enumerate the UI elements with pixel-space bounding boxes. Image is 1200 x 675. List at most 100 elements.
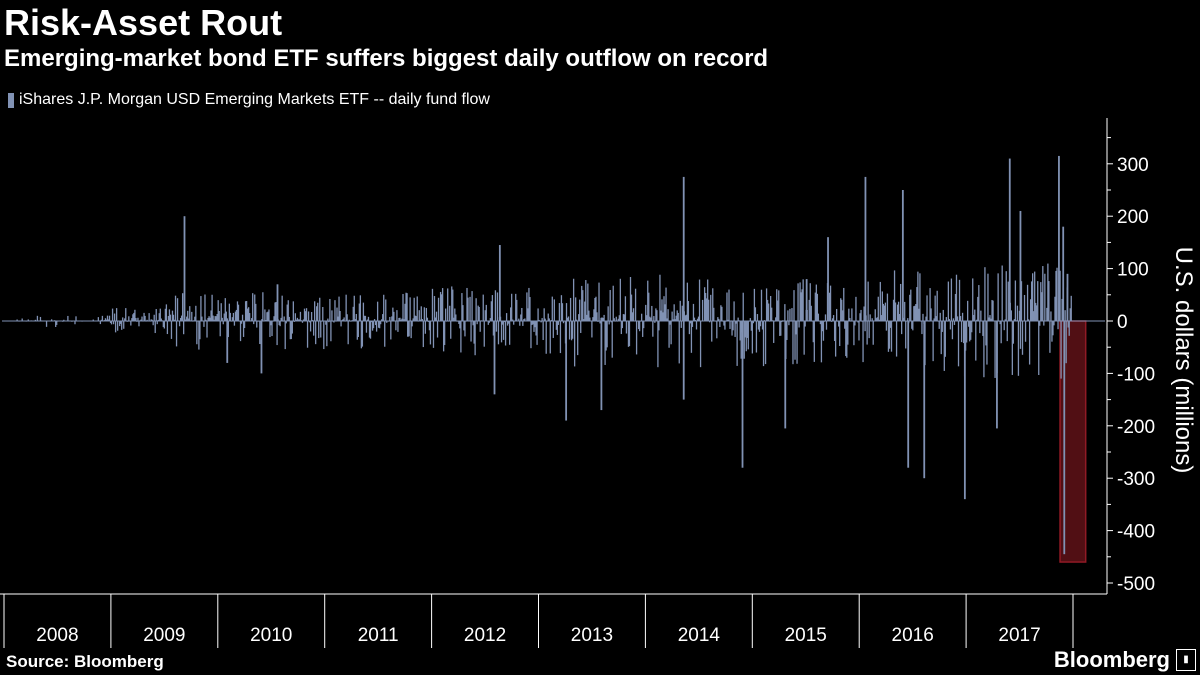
flow-bar <box>334 300 336 321</box>
flow-bar <box>953 321 956 325</box>
flow-bar <box>1020 281 1023 321</box>
flow-bar <box>504 321 507 346</box>
flow-bar <box>973 314 975 321</box>
flow-bar <box>661 299 663 321</box>
flow-bar <box>155 309 157 321</box>
y-tick-label: 100 <box>1117 260 1149 281</box>
flow-bar <box>191 311 193 321</box>
flow-bar <box>933 318 935 321</box>
flow-bar <box>500 321 503 343</box>
flow-bar <box>390 321 392 340</box>
flow-bar <box>815 284 817 321</box>
flow-bar <box>424 321 427 334</box>
flow-bar <box>798 321 800 328</box>
flow-bar <box>381 319 383 321</box>
flow-bar <box>885 321 888 331</box>
flow-bar <box>128 316 130 321</box>
flow-bar <box>220 303 222 321</box>
flow-bar <box>711 321 713 342</box>
y-tick-label: -500 <box>1117 574 1155 595</box>
flow-bar <box>529 297 531 321</box>
x-tick-label: 2009 <box>143 625 185 646</box>
flow-bar <box>187 310 189 321</box>
flow-bar <box>416 296 418 321</box>
flow-bar <box>144 315 146 321</box>
flow-bar <box>327 318 329 321</box>
flow-bar <box>648 292 650 321</box>
flow-bar <box>240 321 243 324</box>
flow-bar <box>171 310 174 321</box>
flow-bar <box>1001 265 1003 321</box>
flow-bar <box>526 292 528 321</box>
flow-bar <box>912 321 914 331</box>
flow-bar <box>573 321 576 367</box>
flow-bar <box>453 317 455 321</box>
flow-bar <box>216 314 218 321</box>
flow-bar <box>984 267 986 321</box>
flow-bar <box>489 318 492 321</box>
flow-bar <box>296 317 299 321</box>
flow-bar <box>449 305 451 321</box>
flow-bar <box>401 318 403 321</box>
flow-bar <box>487 321 489 325</box>
flow-bar <box>532 321 534 325</box>
y-tick-label: 300 <box>1117 155 1149 176</box>
flow-bar <box>567 316 570 321</box>
flow-bar <box>624 296 627 321</box>
flow-bar <box>472 321 474 326</box>
flow-bar <box>562 321 565 324</box>
flow-bar <box>800 292 802 321</box>
flow-bar <box>236 301 239 321</box>
flow-bar <box>585 280 587 321</box>
flow-bar <box>439 291 442 321</box>
flow-bar <box>358 303 360 321</box>
flow-bar <box>511 293 513 321</box>
flow-bar <box>742 292 744 321</box>
flow-bar <box>572 278 575 321</box>
flow-bar <box>925 316 927 321</box>
flow-bar <box>275 301 277 321</box>
flow-bar <box>983 321 985 378</box>
flow-bar <box>621 321 624 329</box>
flow-bar <box>893 270 896 321</box>
flow-bar <box>623 314 626 321</box>
flow-bar <box>150 319 152 321</box>
flow-bar <box>168 309 171 321</box>
flow-bar <box>521 307 523 321</box>
flow-bar <box>264 309 266 321</box>
flow-bar <box>710 294 712 321</box>
flow-bar <box>253 321 255 325</box>
flow-bar <box>589 317 591 321</box>
flow-bar <box>214 316 216 321</box>
flow-bar <box>176 298 179 321</box>
flow-spike <box>1062 226 1065 321</box>
flow-bar <box>846 321 848 358</box>
flow-bar <box>915 304 917 321</box>
flow-bar <box>545 321 547 354</box>
flow-bar <box>121 321 123 330</box>
flow-bar <box>285 321 287 324</box>
flow-bar <box>215 316 217 321</box>
flow-bar <box>233 321 236 326</box>
flow-bar <box>860 309 862 321</box>
flow-bar <box>765 288 768 321</box>
flow-bar <box>657 321 659 368</box>
flow-bar <box>857 321 859 323</box>
flow-bar <box>1014 280 1017 321</box>
flow-bar <box>295 319 298 321</box>
flow-bar <box>451 286 453 321</box>
flow-bar <box>125 308 127 321</box>
x-tick-label: 2014 <box>678 625 721 646</box>
flow-bar <box>849 317 851 321</box>
x-tick-label: 2015 <box>785 625 827 646</box>
flow-bar <box>635 321 638 355</box>
flow-bar <box>299 311 302 321</box>
flow-bar <box>570 321 573 341</box>
flow-bar <box>559 321 562 354</box>
flow-bar <box>467 297 469 321</box>
flow-bar <box>361 321 364 347</box>
flow-bar <box>721 306 723 321</box>
flow-bar <box>380 321 382 325</box>
flow-bar <box>961 312 964 321</box>
flow-bar <box>629 277 632 321</box>
